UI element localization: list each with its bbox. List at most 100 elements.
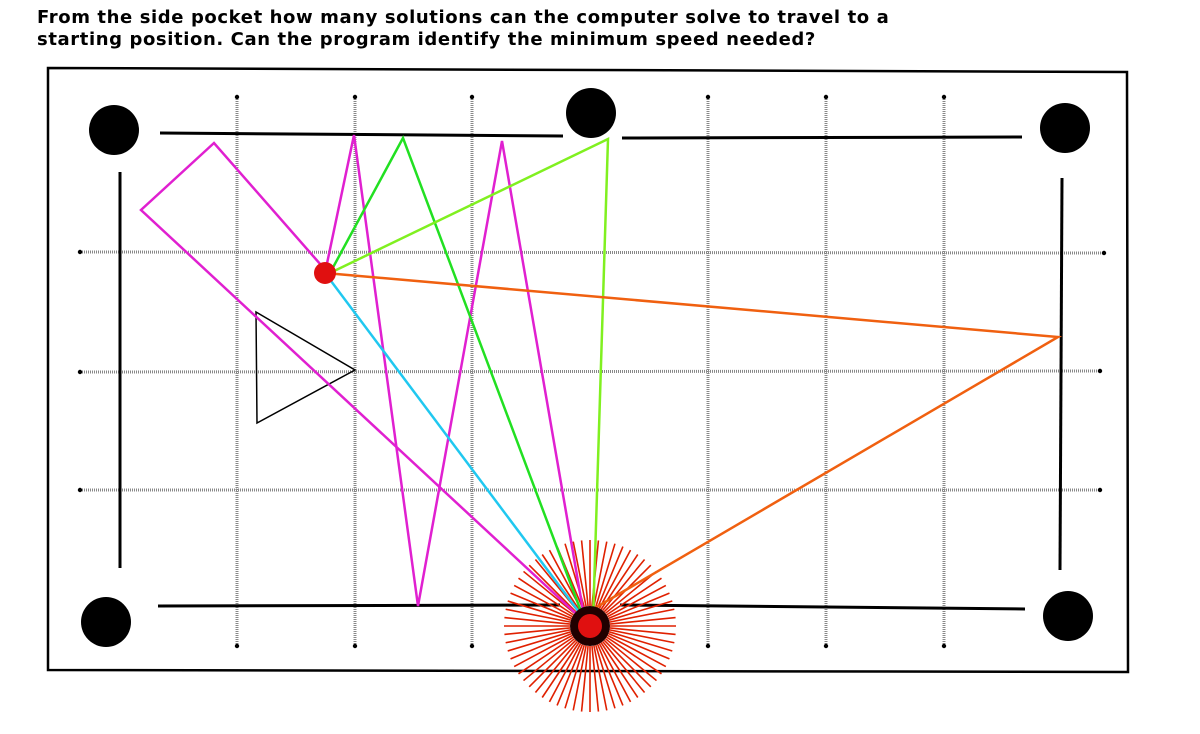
- shot-ray: [564, 644, 585, 709]
- pockets: [81, 88, 1093, 647]
- shot-ray: [534, 640, 578, 693]
- cue-ball: [578, 614, 602, 638]
- shot-ray: [541, 554, 580, 610]
- shot-ray: [505, 608, 571, 623]
- shot-ray: [600, 642, 639, 698]
- shot-ray: [608, 631, 673, 652]
- grid-dot: [705, 643, 711, 649]
- shot-ray: [504, 616, 571, 625]
- shot-ray: [602, 559, 646, 612]
- grid-dot: [705, 94, 711, 100]
- path-green: [328, 134, 587, 623]
- shot-ray: [518, 577, 574, 616]
- shot-ray: [580, 645, 589, 712]
- table-border: [46, 66, 1130, 674]
- pocket: [566, 88, 616, 138]
- cushion: [157, 603, 561, 608]
- grid-dot: [1101, 250, 1107, 256]
- pocket: [1040, 103, 1090, 153]
- grid-dot: [469, 94, 475, 100]
- title-line: From the side pocket how many solutions …: [37, 7, 889, 28]
- shot-ray: [606, 636, 662, 675]
- shot-ray: [602, 640, 646, 693]
- shot-ray: [591, 645, 600, 712]
- shot-ray: [572, 541, 587, 607]
- title-line: starting position. Can the program ident…: [37, 29, 816, 50]
- shot-ray: [541, 642, 580, 698]
- path-magenta: [323, 134, 587, 623]
- shot-ray: [596, 546, 624, 608]
- target-ball: [314, 262, 336, 284]
- shot-ray: [598, 549, 632, 609]
- grid-dot: [469, 643, 475, 649]
- shot-ray: [504, 627, 571, 636]
- shot-ray: [513, 634, 573, 668]
- shot-ray: [548, 643, 582, 703]
- shot-ray: [556, 644, 584, 706]
- cushion: [621, 135, 1023, 140]
- shot-ray: [606, 577, 662, 616]
- shot-ray: [528, 564, 577, 613]
- shot-ray: [507, 631, 572, 652]
- shot-ray: [609, 608, 675, 623]
- path-lime: [329, 136, 610, 623]
- shot-ray: [510, 592, 572, 620]
- shot-ray: [609, 627, 676, 636]
- shot-ray: [523, 570, 576, 614]
- grid-dot: [1097, 487, 1103, 493]
- shot-ray: [607, 584, 667, 618]
- grid-dot: [941, 643, 947, 649]
- grid-dot: [823, 643, 829, 649]
- cushion: [159, 131, 564, 138]
- grid-dot: [352, 94, 358, 100]
- path-cyan: [323, 272, 587, 621]
- grid-line: [79, 250, 1105, 255]
- shot-ray: [510, 632, 572, 660]
- shot-rays: [504, 540, 676, 712]
- shot-ray: [523, 638, 576, 682]
- grid-dot: [77, 249, 83, 255]
- shot-ray: [596, 644, 624, 706]
- shot-ray: [580, 540, 589, 607]
- pocket: [1043, 591, 1093, 641]
- grid-dot: [234, 643, 240, 649]
- shot-ray: [608, 600, 673, 621]
- grid-line: [79, 369, 1101, 374]
- shot-ray: [609, 616, 676, 625]
- shot-ray: [593, 645, 608, 711]
- shot-ray: [518, 636, 574, 675]
- grid-dot: [352, 643, 358, 649]
- shot-ray: [608, 632, 670, 660]
- shot-ray: [607, 634, 667, 668]
- shot-ray: [603, 639, 652, 688]
- grid-dot: [77, 487, 83, 493]
- grid-dot: [77, 369, 83, 375]
- shot-ray: [595, 644, 616, 709]
- shot-ray: [604, 638, 657, 682]
- shot-ray: [595, 543, 616, 608]
- grid-dot: [941, 94, 947, 100]
- cushion: [1058, 177, 1064, 571]
- path-orange: [324, 271, 1063, 610]
- shot-ray: [505, 629, 571, 644]
- cushions: [118, 131, 1064, 611]
- grid-dot: [234, 94, 240, 100]
- shot-ray: [608, 592, 670, 620]
- cushion: [619, 603, 1026, 611]
- shot-ray: [598, 643, 632, 703]
- shot-ray: [528, 639, 577, 688]
- shot-ray: [593, 541, 608, 607]
- path-magenta: [139, 141, 586, 623]
- pocket: [81, 597, 131, 647]
- shot-ray: [572, 645, 587, 711]
- rack-triangle: [255, 310, 357, 425]
- shot-ray: [507, 600, 572, 621]
- grid: [79, 97, 1105, 646]
- grid-dot: [1097, 368, 1103, 374]
- pocket: [89, 105, 139, 155]
- shot-ray: [513, 584, 573, 618]
- shot-ray: [609, 629, 675, 644]
- grid-dot: [823, 94, 829, 100]
